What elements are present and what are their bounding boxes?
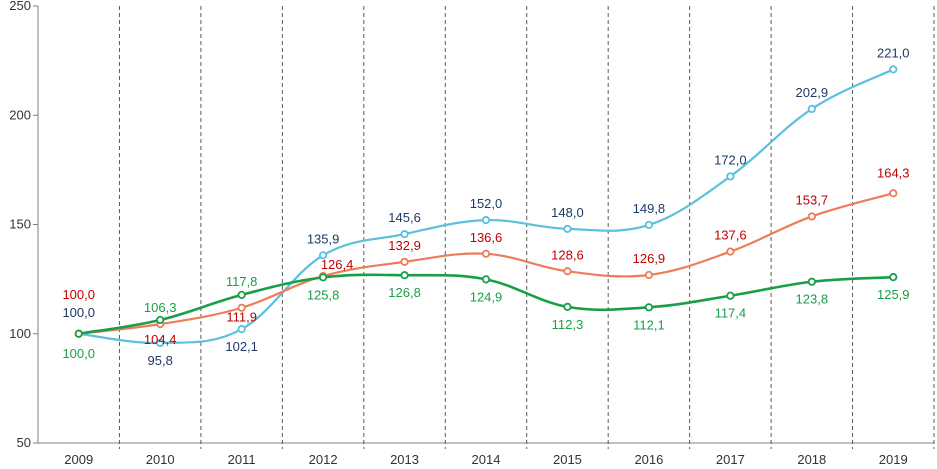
- data-point-red: [889, 189, 898, 198]
- data-point-blue: [644, 220, 654, 230]
- data-label-blue: 152,0: [470, 196, 503, 211]
- data-point-green: [726, 291, 735, 300]
- data-point-green: [237, 290, 246, 299]
- data-point-red: [481, 249, 491, 258]
- data-point-green: [889, 273, 898, 282]
- data-label-green: 100,0: [62, 346, 95, 361]
- data-label-green: 123,8: [796, 292, 829, 307]
- series-line-red: [78, 192, 894, 335]
- data-point-green: [563, 302, 572, 311]
- data-point-blue: [156, 338, 165, 348]
- data-point-green: [318, 273, 328, 282]
- data-label-red: 111,9: [226, 310, 257, 325]
- data-point-blue: [237, 325, 246, 334]
- data-label-red: 132,9: [388, 238, 421, 253]
- data-label-red: 100,0: [62, 287, 95, 302]
- data-point-green: [481, 275, 491, 284]
- data-label-green: 117,4: [715, 306, 747, 321]
- data-label-red: 128,6: [551, 247, 584, 262]
- data-label-red: 137,6: [714, 228, 747, 243]
- data-label-green: 125,9: [877, 287, 910, 302]
- data-label-red: 136,6: [470, 230, 503, 245]
- data-label-green: 125,8: [307, 287, 340, 302]
- data-label-blue: 148,0: [551, 205, 584, 220]
- x-tick-label: 2009: [64, 452, 93, 467]
- y-tick-label: 100: [9, 326, 31, 341]
- data-label-blue: 172,0: [714, 152, 747, 167]
- data-label-red: 104,4: [144, 332, 177, 347]
- data-point-blue: [400, 230, 409, 239]
- data-label-red: 153,7: [796, 192, 829, 207]
- data-label-blue: 95,8: [148, 353, 173, 368]
- data-point-green: [400, 271, 409, 280]
- data-point-red: [563, 267, 572, 276]
- data-label-green: 117,8: [226, 274, 258, 289]
- x-tick-label: 2010: [146, 452, 175, 467]
- data-label-green: 112,3: [552, 317, 584, 332]
- data-label-blue: 145,6: [388, 210, 421, 225]
- data-label-green: 106,3: [144, 300, 177, 315]
- data-point-green: [74, 329, 83, 338]
- x-tick-label: 2011: [228, 452, 256, 467]
- y-tick-label: 250: [9, 0, 31, 13]
- data-point-blue: [807, 104, 816, 114]
- data-point-blue: [481, 216, 491, 225]
- y-tick-label: 150: [9, 217, 31, 232]
- x-tick-label: 2012: [309, 452, 338, 467]
- x-tick-label: 2019: [879, 452, 908, 467]
- data-label-red: 126,9: [633, 251, 666, 266]
- data-label-red: 164,3: [877, 165, 910, 180]
- x-tick-label: 2015: [553, 452, 582, 467]
- data-label-red: 126,4: [321, 257, 354, 272]
- data-point-red: [644, 270, 654, 280]
- data-point-green: [807, 277, 816, 286]
- data-label-blue: 221,0: [877, 45, 910, 60]
- data-label-green: 126,8: [388, 285, 421, 300]
- data-point-blue: [726, 172, 735, 181]
- data-label-blue: 202,9: [796, 85, 829, 100]
- data-point-blue: [563, 224, 572, 233]
- x-tick-label: 2014: [472, 452, 501, 467]
- data-point-red: [726, 247, 735, 256]
- y-tick-label: 50: [17, 435, 31, 450]
- data-point-green: [644, 303, 654, 312]
- x-tick-label: 2013: [390, 452, 419, 467]
- x-tick-label: 2018: [797, 452, 826, 467]
- data-point-red: [237, 303, 246, 312]
- data-label-blue: 102,1: [225, 339, 258, 354]
- data-label-blue: 100,0: [62, 305, 95, 320]
- data-point-blue: [889, 65, 898, 74]
- data-point-red: [400, 257, 409, 266]
- data-point-green: [156, 315, 165, 325]
- data-label-blue: 135,9: [307, 231, 340, 246]
- data-point-blue: [318, 251, 328, 260]
- y-tick-label: 200: [9, 107, 31, 122]
- data-label-green: 112,1: [633, 317, 665, 332]
- data-label-green: 124,9: [470, 289, 503, 304]
- x-tick-label: 2017: [716, 452, 745, 467]
- data-point-red: [807, 212, 816, 221]
- data-label-blue: 149,8: [633, 201, 666, 216]
- x-tick-label: 2016: [634, 452, 663, 467]
